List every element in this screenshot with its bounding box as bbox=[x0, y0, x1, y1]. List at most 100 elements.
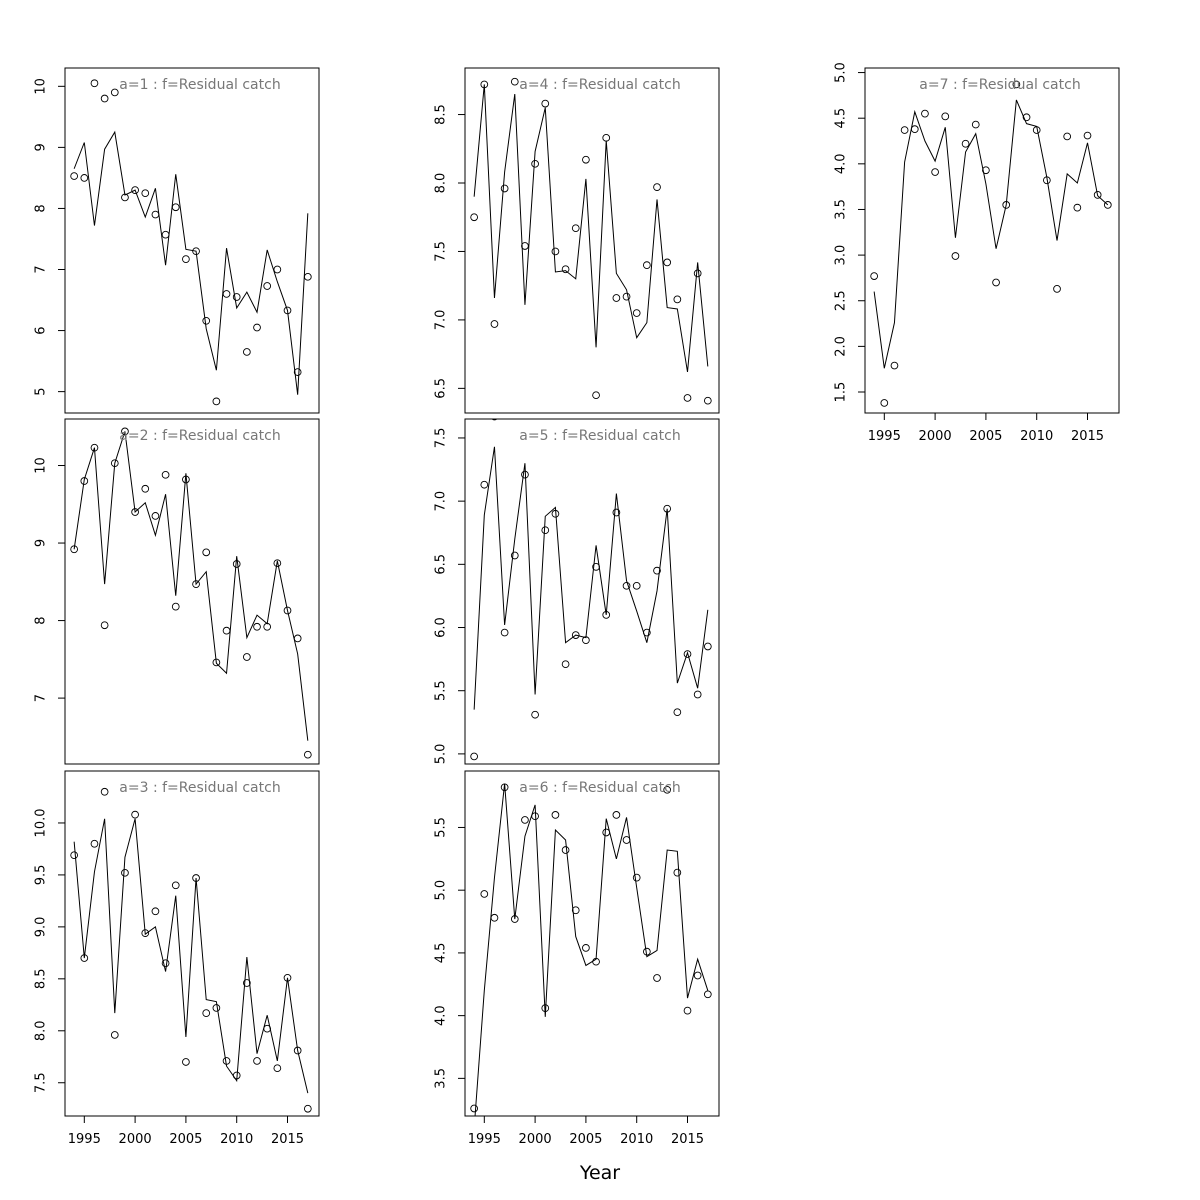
observed-point bbox=[632, 309, 641, 317]
y-tick-label: 1.5 bbox=[834, 382, 849, 403]
y-axis: 7 8 9 10 bbox=[34, 457, 66, 702]
observed-point bbox=[222, 290, 231, 298]
y-tick-label: 6.5 bbox=[434, 378, 449, 399]
observed-point bbox=[693, 971, 702, 980]
observed-point bbox=[491, 419, 498, 421]
y-tick-label: 2.0 bbox=[834, 336, 849, 357]
observed-point bbox=[303, 1104, 312, 1113]
observed-point bbox=[171, 602, 180, 611]
y-tick-label: 3.0 bbox=[834, 245, 849, 266]
y-tick-label: 4.0 bbox=[834, 153, 849, 174]
observed-point bbox=[612, 294, 621, 302]
observed-point bbox=[212, 397, 221, 406]
observed-point bbox=[202, 548, 211, 557]
observed-point bbox=[151, 210, 160, 219]
observed-point bbox=[480, 480, 489, 489]
x-tick-label: 1995 bbox=[468, 1132, 501, 1147]
x-axis: 1995 2000 2005 2010 2015 bbox=[468, 1115, 704, 1147]
panel-title: a=2 : f=Residual catch bbox=[119, 428, 280, 444]
panel-5: 5.0 5.5 6.0 6.5 7.0 7.5 a=5 : f=Residual catch bbox=[434, 418, 720, 765]
y-tick-label: 2.5 bbox=[834, 290, 849, 311]
observed-point bbox=[910, 125, 919, 134]
x-tick-label: 2015 bbox=[271, 1132, 304, 1147]
observed-point bbox=[90, 839, 99, 848]
y-tick-label: 8 bbox=[34, 616, 49, 624]
observed-point bbox=[643, 628, 651, 637]
observed-point bbox=[592, 957, 600, 966]
observed-point bbox=[693, 269, 702, 278]
observed-point bbox=[1103, 201, 1112, 209]
observed-point bbox=[582, 944, 590, 952]
observed-point bbox=[571, 631, 580, 639]
plot-data bbox=[470, 419, 712, 761]
observed-point bbox=[683, 650, 692, 658]
observed-point bbox=[141, 484, 150, 493]
observed-point bbox=[100, 787, 109, 796]
observed-point bbox=[171, 881, 180, 890]
plot-data bbox=[70, 787, 312, 1113]
observed-point bbox=[632, 873, 641, 882]
y-tick-label: 6 bbox=[34, 326, 49, 334]
observed-point bbox=[1093, 191, 1102, 199]
observed-point bbox=[80, 174, 89, 182]
observed-point bbox=[982, 166, 990, 175]
observed-point bbox=[202, 316, 211, 325]
fitted-line bbox=[474, 783, 709, 1116]
observed-point bbox=[263, 282, 272, 290]
observed-point bbox=[551, 247, 560, 256]
observed-point bbox=[470, 752, 478, 761]
observed-point bbox=[602, 611, 611, 619]
panel-3: 7.5 8.0 8.5 9.0 9.5 10.0 1995 2000 2005 2010 2015 a… bbox=[34, 770, 320, 1147]
observed-point bbox=[202, 1009, 211, 1017]
y-tick-label: 7.5 bbox=[434, 241, 449, 262]
x-tick-label: 2000 bbox=[919, 429, 952, 444]
observed-point bbox=[683, 394, 692, 402]
observed-point bbox=[870, 272, 878, 280]
observed-point bbox=[703, 396, 712, 405]
observed-point bbox=[222, 626, 231, 635]
plot-data bbox=[70, 79, 312, 406]
observed-point bbox=[70, 172, 78, 180]
plot-data bbox=[70, 427, 312, 759]
observed-point bbox=[693, 690, 702, 699]
observed-point bbox=[663, 504, 672, 513]
x-tick-label: 1995 bbox=[868, 429, 901, 444]
x-tick-label: 2010 bbox=[1020, 429, 1053, 444]
x-tick-label: 2005 bbox=[569, 1132, 602, 1147]
observed-point bbox=[571, 224, 580, 233]
observed-point bbox=[931, 168, 939, 176]
panel-title: a=4 : f=Residual catch bbox=[519, 77, 680, 93]
observed-point bbox=[70, 545, 78, 554]
observed-point bbox=[1053, 285, 1061, 293]
observed-point bbox=[182, 1058, 190, 1066]
observed-point bbox=[293, 368, 302, 376]
observed-point bbox=[480, 80, 489, 89]
y-tick-label: 6.5 bbox=[434, 554, 449, 575]
y-tick-label: 7.5 bbox=[34, 1072, 49, 1093]
observed-point bbox=[100, 94, 109, 103]
observed-point bbox=[1012, 80, 1021, 89]
observed-point bbox=[521, 816, 529, 824]
observed-point bbox=[100, 621, 109, 630]
x-axis-label: Year bbox=[579, 1162, 620, 1184]
x-tick-label: 1995 bbox=[68, 1132, 101, 1147]
observed-point bbox=[643, 947, 651, 956]
fitted-line bbox=[73, 818, 309, 1094]
observed-point bbox=[571, 906, 580, 915]
observed-point bbox=[880, 399, 889, 407]
observed-point bbox=[592, 391, 600, 400]
observed-point bbox=[622, 292, 631, 301]
x-tick-label: 2000 bbox=[119, 1132, 152, 1147]
y-axis: 7.5 8.0 8.5 9.0 9.5 10.0 bbox=[34, 808, 66, 1093]
observed-point bbox=[561, 846, 570, 854]
fitted-line bbox=[473, 84, 709, 373]
observed-point bbox=[510, 77, 519, 86]
observed-point bbox=[1022, 113, 1031, 122]
observed-point bbox=[243, 979, 251, 987]
observed-point bbox=[890, 361, 899, 370]
observed-point bbox=[622, 836, 631, 844]
observed-point bbox=[171, 203, 180, 212]
y-tick-label: 5.5 bbox=[434, 817, 449, 838]
y-tick-label: 8.5 bbox=[34, 968, 49, 989]
observed-point bbox=[951, 252, 960, 260]
